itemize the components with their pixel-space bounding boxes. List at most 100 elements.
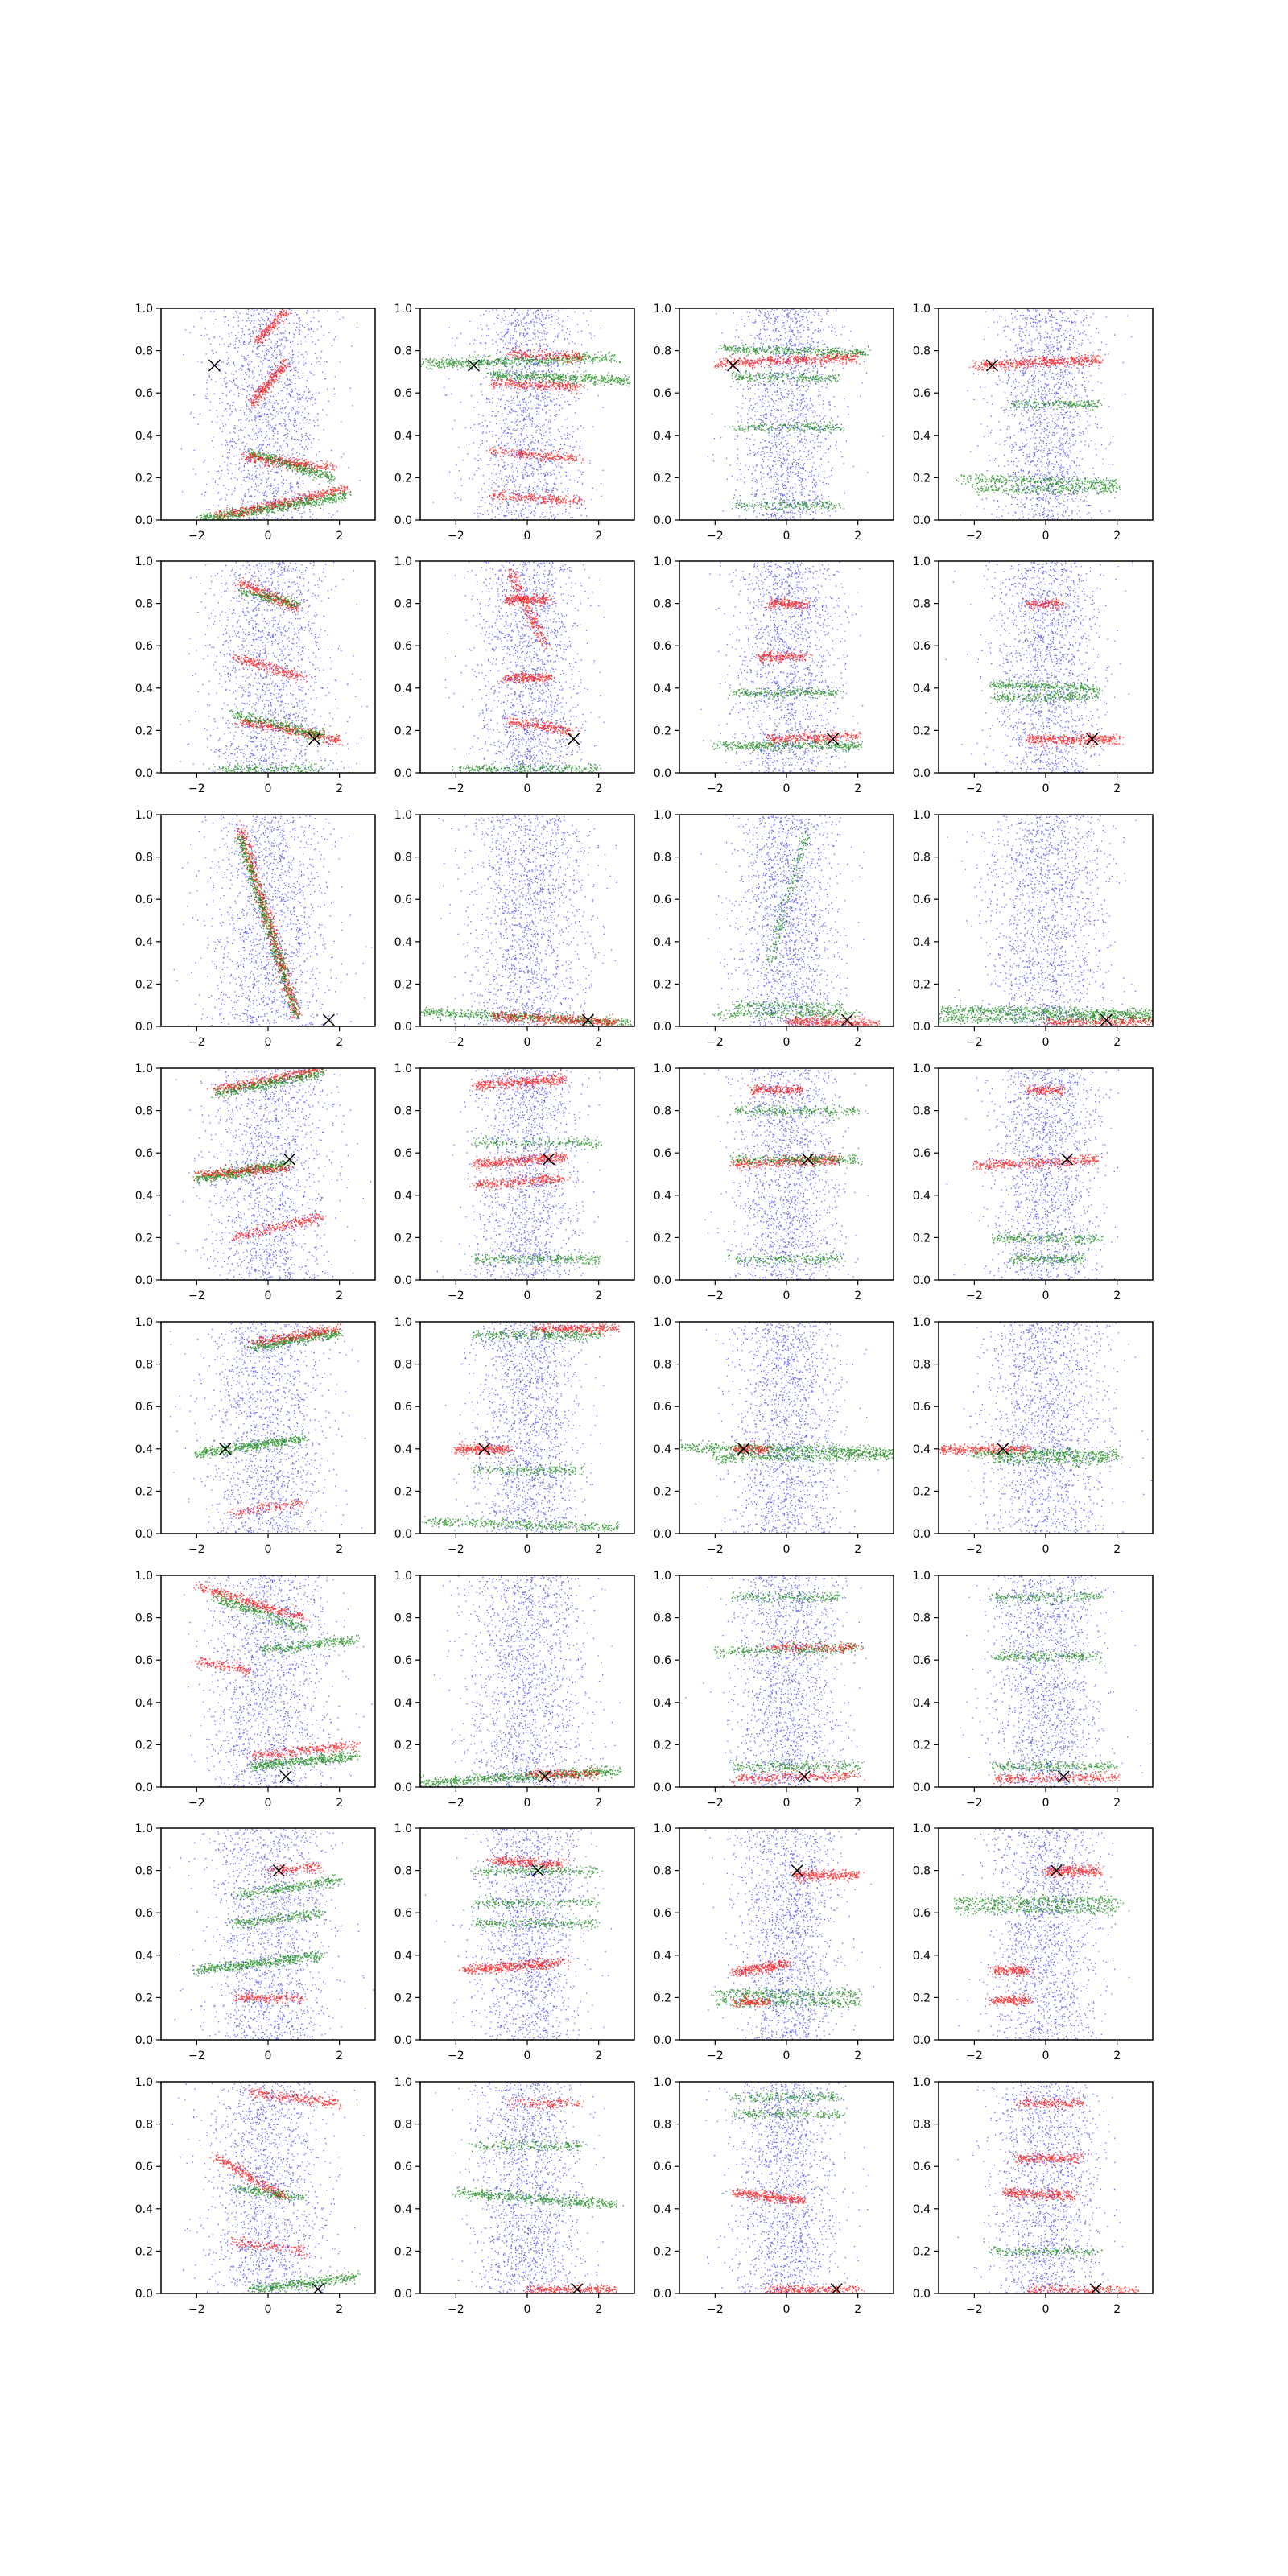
x-marker	[728, 360, 739, 371]
y-tick-label: 1.0	[654, 1570, 671, 1583]
points-layer	[946, 561, 1133, 774]
x-tick-label: −2	[966, 1036, 983, 1049]
green-streak-4	[733, 1759, 863, 1773]
x-tick-label: 2	[336, 1036, 343, 1049]
y-tick-label: 0.8	[135, 1105, 153, 1118]
y-tick-label: 0.2	[913, 2245, 931, 2258]
subplot-r5-c1: −2 0 20.00.20.40.60.81.0	[135, 1316, 375, 1556]
axes-frame	[420, 1575, 634, 1787]
blue-point-cloud	[445, 561, 605, 774]
points-layer	[939, 1322, 1152, 1534]
x-tick-label: −2	[707, 530, 724, 543]
x-tick-label: −2	[448, 782, 464, 795]
y-tick-label: 1.0	[135, 303, 153, 316]
x-tick-label: 2	[1113, 530, 1121, 543]
red-streak-1	[472, 1071, 568, 1093]
y-tick-label: 0.6	[394, 1907, 412, 1920]
subplot-r3-c3: −2 0 20.00.20.40.60.81.0	[654, 809, 894, 1049]
green-streak-4	[732, 2106, 845, 2124]
axes-frame	[420, 308, 634, 520]
y-tick-label: 0.4	[654, 936, 671, 949]
red-streak-1	[194, 1581, 310, 1622]
y-tick-label: 0.4	[394, 1443, 412, 1456]
points-layer	[958, 2082, 1140, 2295]
x-tick-label: 0	[1042, 1797, 1050, 1810]
y-tick-label: 0.2	[654, 1232, 671, 1245]
y-tick-label: 0.8	[654, 598, 671, 611]
subplot-r8-c2: −2 0 20.00.20.40.60.81.0	[394, 2076, 634, 2316]
axes-frame	[939, 561, 1153, 773]
axes-frame	[679, 1575, 894, 1787]
y-tick-label: 0.0	[135, 1528, 153, 1541]
y-tick-label: 0.0	[394, 2034, 412, 2047]
y-tick-label: 0.2	[135, 472, 153, 485]
y-tick-label: 1.0	[654, 1823, 671, 1835]
subplot-r5-c3: −2 0 20.00.20.40.60.81.0	[654, 1316, 895, 1556]
subplot-r6-c3: −2 0 20.00.20.40.60.81.0	[654, 1570, 894, 1810]
subplot-r2-c3: −2 0 20.00.20.40.60.81.0	[654, 555, 894, 795]
y-tick-label: 0.0	[394, 1274, 412, 1287]
x-tick-label: −2	[966, 1290, 983, 1302]
y-tick-label: 0.0	[394, 767, 412, 780]
y-tick-label: 0.8	[394, 598, 412, 611]
green-streak-2	[992, 1229, 1104, 1245]
y-tick-label: 0.0	[135, 2034, 153, 2047]
y-tick-label: 0.4	[394, 430, 412, 443]
green-streak-3	[260, 1635, 364, 1655]
x-tick-label: 2	[854, 2050, 861, 2062]
y-tick-label: 0.0	[135, 1781, 153, 1794]
points-layer	[172, 2082, 365, 2295]
axes-frame	[161, 815, 375, 1026]
y-tick-label: 0.0	[913, 1274, 931, 1287]
x-tick-label: 0	[1042, 1290, 1050, 1302]
red-streak-6	[192, 1657, 251, 1677]
y-tick-label: 0.4	[394, 1697, 412, 1710]
points-layer	[181, 308, 361, 521]
blue-point-cloud	[957, 1828, 1130, 2041]
y-tick-label: 0.6	[654, 2161, 671, 2174]
y-tick-label: 0.4	[135, 430, 153, 443]
y-tick-label: 0.8	[135, 1612, 153, 1625]
points-layer	[960, 1576, 1151, 1789]
subplot-r1-c4: −2 0 20.00.20.40.60.81.0	[913, 303, 1153, 543]
y-tick-label: 0.0	[394, 2288, 412, 2301]
x-tick-label: 0	[265, 2050, 272, 2062]
y-tick-label: 0.0	[913, 1021, 931, 1034]
x-tick-label: 2	[854, 1036, 861, 1049]
axes-frame	[161, 1828, 375, 2040]
y-tick-label: 0.8	[135, 1359, 153, 1372]
y-tick-label: 0.2	[913, 1992, 931, 2004]
x-tick-label: 0	[1042, 2303, 1050, 2316]
red-streak-1	[1002, 2187, 1080, 2202]
y-tick-label: 0.6	[654, 387, 671, 400]
axes-frame	[939, 815, 1153, 1026]
x-tick-label: −2	[966, 1797, 983, 1810]
subplot-r4-c2: −2 0 20.00.20.40.60.81.0	[394, 1063, 634, 1302]
green-streak-1	[452, 2187, 624, 2209]
y-tick-label: 0.4	[135, 936, 153, 949]
x-tick-label: 2	[595, 1543, 602, 1556]
x-tick-label: 0	[524, 1036, 531, 1049]
x-tick-label: 0	[1042, 530, 1050, 543]
y-tick-label: 0.4	[135, 1697, 153, 1710]
y-tick-label: 0.8	[913, 852, 931, 865]
x-tick-label: −2	[188, 1290, 205, 1302]
points-layer	[420, 308, 630, 521]
x-tick-label: 0	[265, 1543, 272, 1556]
x-tick-label: 2	[1113, 1036, 1121, 1049]
y-tick-label: 0.0	[135, 2288, 153, 2301]
y-tick-label: 0.8	[654, 1359, 671, 1372]
y-tick-label: 0.2	[394, 1232, 412, 1245]
x-tick-label: −2	[448, 530, 464, 543]
green-streak-4	[473, 1917, 600, 1930]
y-tick-label: 0.6	[135, 640, 153, 653]
green-streak-5	[471, 1895, 600, 1909]
x-tick-label: −2	[966, 2303, 983, 2316]
x-tick-label: 2	[336, 2303, 343, 2316]
blue-point-cloud	[174, 815, 373, 1027]
green-streak-3	[991, 1649, 1102, 1663]
y-tick-label: 0.8	[913, 598, 931, 611]
x-tick-label: −2	[188, 530, 205, 543]
subplot-r2-c1: −2 0 20.00.20.40.60.81.0	[135, 555, 375, 795]
